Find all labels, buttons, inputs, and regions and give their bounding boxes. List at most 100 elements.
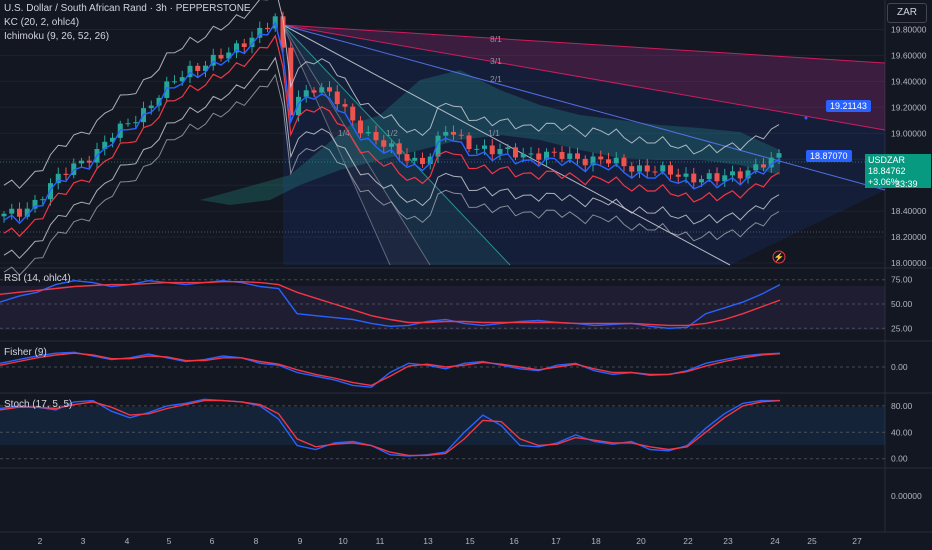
stoch-tick-label: 80.00 bbox=[891, 401, 913, 411]
stoch-band bbox=[0, 407, 885, 445]
candle-body bbox=[40, 199, 46, 201]
price-change: +3.06% bbox=[868, 177, 899, 187]
candle-body bbox=[544, 151, 549, 160]
candle-body bbox=[412, 157, 418, 161]
rsi-tick-label: 75.00 bbox=[891, 275, 913, 285]
x-tick-label: 13 bbox=[423, 536, 433, 546]
stoch-tick-label: 0.00 bbox=[891, 454, 908, 464]
candle-body bbox=[513, 147, 518, 158]
candle-body bbox=[737, 171, 743, 179]
x-tick-label: 23 bbox=[723, 536, 733, 546]
candle-body bbox=[210, 54, 216, 66]
ichimoku-indicator-label[interactable]: Ichimoku (9, 26, 52, 26) bbox=[4, 31, 110, 42]
kc-upper-line bbox=[3, 0, 780, 189]
x-tick-label: 16 bbox=[509, 536, 519, 546]
y-tick-label: 19.20000 bbox=[891, 102, 927, 112]
candle-body bbox=[474, 148, 480, 150]
candle-body bbox=[451, 131, 456, 135]
candle-body bbox=[575, 153, 580, 159]
candle-body bbox=[86, 160, 92, 163]
candle-body bbox=[606, 159, 611, 164]
rsi-band bbox=[0, 286, 885, 330]
y-tick-label: 19.60000 bbox=[891, 50, 927, 60]
gann-fan-label: 1/1 bbox=[488, 128, 500, 138]
candle-body bbox=[482, 145, 487, 149]
candle-body bbox=[404, 154, 410, 161]
x-tick-label: 18 bbox=[591, 536, 601, 546]
fisher-tick-label: 0.00 bbox=[891, 362, 908, 372]
x-tick-label: 6 bbox=[210, 536, 215, 546]
candle-body bbox=[435, 135, 441, 157]
candle-body bbox=[133, 122, 139, 124]
candle-body bbox=[714, 173, 720, 182]
candle-body bbox=[296, 96, 301, 116]
x-tick-label: 22 bbox=[683, 536, 693, 546]
rsi-series-line bbox=[0, 281, 781, 327]
candle-body bbox=[164, 81, 170, 98]
candle-body bbox=[675, 174, 681, 177]
candle-body bbox=[63, 173, 69, 175]
y-tick-label: 19.40000 bbox=[891, 76, 927, 86]
kc-indicator-label[interactable]: KC (20, 2, ohlc4) bbox=[4, 17, 80, 28]
candle-body bbox=[528, 153, 534, 155]
y-tick-label: 19.00000 bbox=[891, 128, 927, 138]
candle-body bbox=[79, 160, 84, 164]
candle-body bbox=[745, 170, 751, 179]
currency-button[interactable]: ZAR bbox=[887, 3, 927, 23]
candle-body bbox=[265, 27, 270, 29]
stoch-label[interactable]: Stoch (17, 5, 5) bbox=[4, 399, 73, 410]
candle-body bbox=[17, 208, 22, 217]
gann-fan-line bbox=[282, 24, 886, 64]
last-price-badge: USDZAR 18.84762 +3.06% bbox=[865, 154, 931, 188]
candle-body bbox=[226, 52, 232, 59]
lower-price-marker[interactable]: 18.87070 bbox=[806, 150, 852, 162]
candle-body bbox=[303, 90, 309, 97]
rsi-tick-label: 25.00 bbox=[891, 323, 913, 333]
candle-body bbox=[156, 97, 162, 106]
y-tick-label: 18.20000 bbox=[891, 232, 927, 242]
candle-body bbox=[551, 151, 557, 153]
candle-body bbox=[241, 43, 247, 47]
upper-price-marker[interactable]: 19.21143 bbox=[826, 100, 871, 112]
y-tick-label: 19.80000 bbox=[891, 24, 927, 34]
candle-body bbox=[536, 153, 542, 160]
candle-body bbox=[567, 153, 573, 159]
candle-body bbox=[497, 149, 503, 155]
candle-body bbox=[730, 171, 735, 176]
fisher-label[interactable]: Fisher (9) bbox=[4, 347, 47, 358]
candle-body bbox=[660, 165, 666, 172]
candle-body bbox=[32, 199, 38, 209]
candle-body bbox=[637, 165, 642, 172]
x-tick-label: 10 bbox=[338, 536, 348, 546]
stoch-series-line bbox=[0, 399, 781, 457]
candle-body bbox=[699, 179, 704, 183]
x-tick-label: 4 bbox=[125, 536, 130, 546]
candle-body bbox=[598, 156, 604, 160]
candle-body bbox=[24, 208, 30, 217]
x-tick-label: 27 bbox=[852, 536, 862, 546]
candle-body bbox=[373, 131, 379, 141]
rsi-label[interactable]: RSI (14, ohlc4) bbox=[4, 273, 71, 284]
stoch-tick-label: 40.00 bbox=[891, 427, 913, 437]
kc-lower-line bbox=[3, 56, 780, 259]
candle-body bbox=[179, 77, 185, 82]
candle-body bbox=[443, 131, 449, 136]
candle-body bbox=[358, 120, 363, 134]
candle-body bbox=[652, 171, 658, 173]
candle-body bbox=[9, 208, 15, 214]
candle-body bbox=[489, 145, 495, 155]
bar-countdown: 33:39 bbox=[895, 179, 918, 189]
lagging-line bbox=[3, 73, 780, 276]
gann-fan-label: 2/1 bbox=[490, 74, 502, 84]
candle-body bbox=[334, 91, 340, 105]
candle-body bbox=[520, 153, 526, 158]
kc-middle-line bbox=[3, 21, 780, 225]
candle-body bbox=[55, 173, 61, 184]
candle-body bbox=[350, 106, 356, 121]
candle-body bbox=[110, 137, 115, 142]
candle-body bbox=[722, 175, 728, 182]
gann-fan-label: 3/1 bbox=[490, 56, 502, 66]
marker-point bbox=[804, 116, 808, 120]
x-tick-label: 20 bbox=[636, 536, 646, 546]
